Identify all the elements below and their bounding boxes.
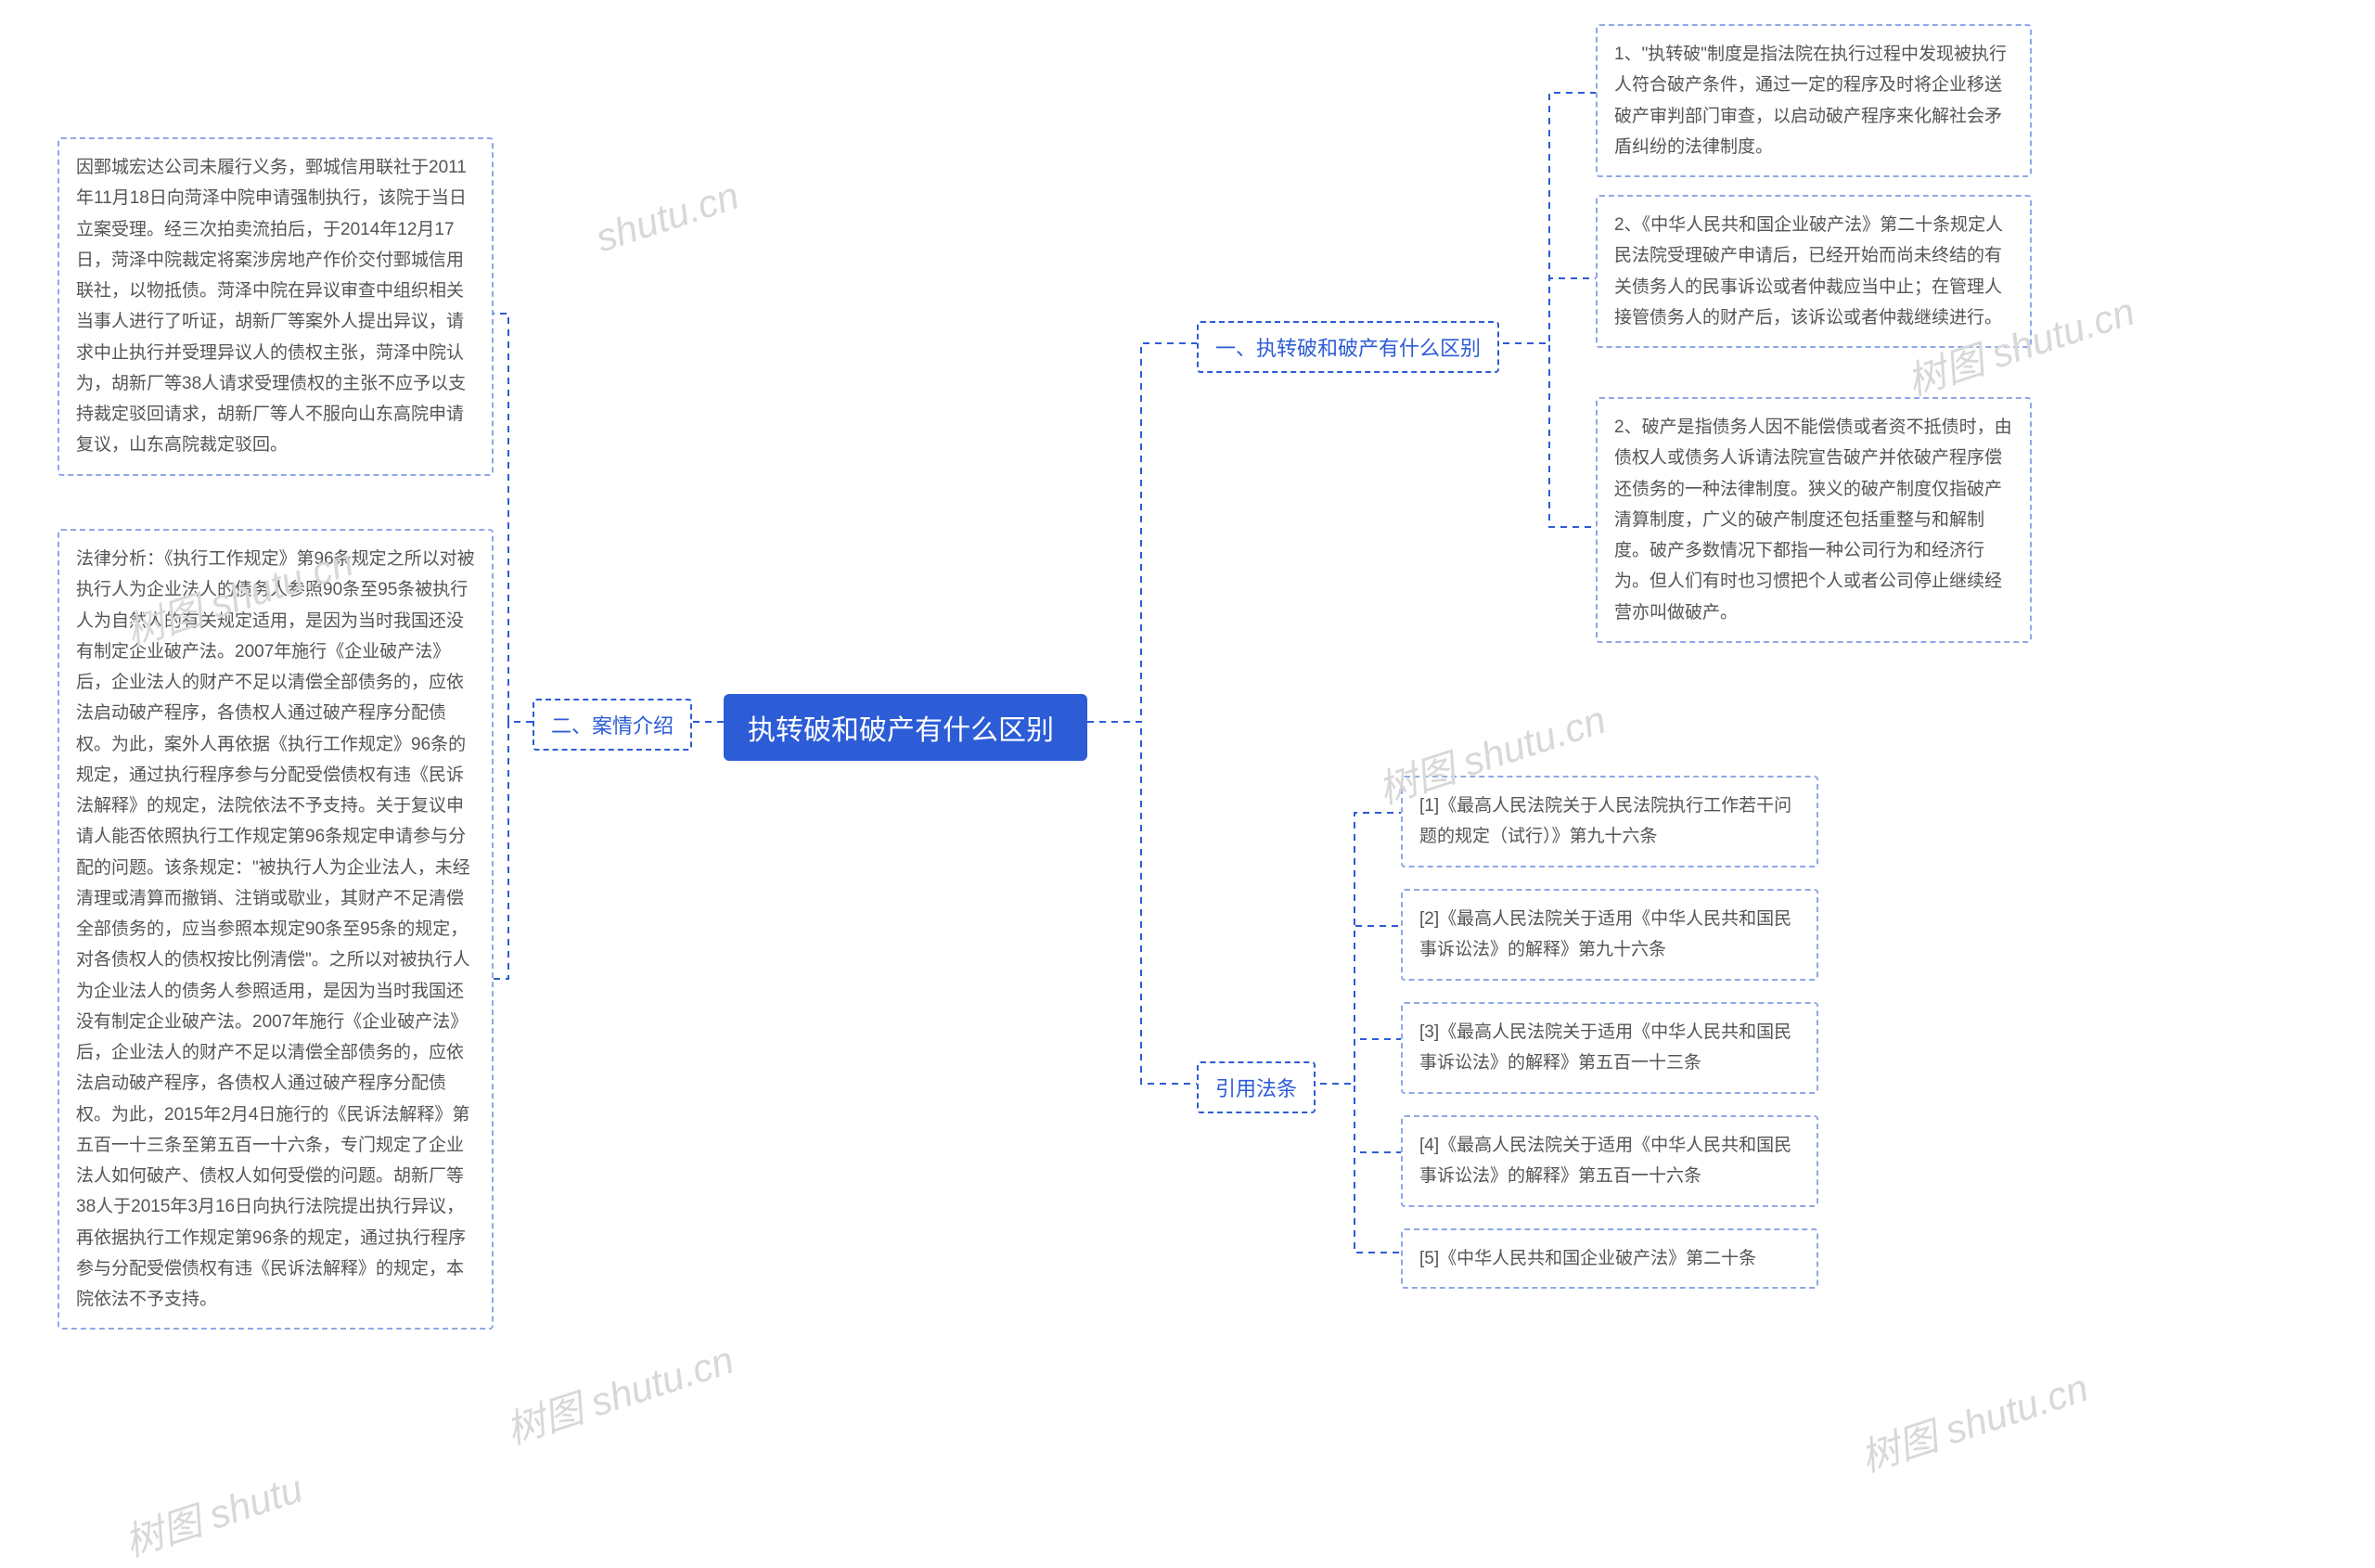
center-label: 执转破和破产有什么区别 xyxy=(748,715,1054,746)
leaf-l1: 1、"执转破"制度是指法院在执行过程中发现被执行人符合破产条件，通过一定的程序及… xyxy=(1596,24,2032,177)
branch-3: 二、案情介绍 xyxy=(533,699,692,751)
leaf-l6-text: [3]《最高人民法院关于适用《中华人民共和国民事诉讼法》的解释》第五百一十三条 xyxy=(1419,1022,1791,1073)
leaf-l2-text: 2、《中华人民共和国企业破产法》第二十条规定人民法院受理破产申请后，已经开始而尚… xyxy=(1614,215,2003,328)
leaf-l2: 2、《中华人民共和国企业破产法》第二十条规定人民法院受理破产申请后，已经开始而尚… xyxy=(1596,195,2032,348)
branch-1: 一、执转破和破产有什么区别 xyxy=(1197,321,1499,373)
branch-1-label: 一、执转破和破产有什么区别 xyxy=(1215,337,1481,360)
watermark-4: 树图 shutu.cn xyxy=(498,1329,740,1456)
leaf-l7: [4]《最高人民法院关于适用《中华人民共和国民事诉讼法》的解释》第五百一十六条 xyxy=(1401,1115,1818,1207)
watermark-6: 树图 shutu xyxy=(116,1458,309,1568)
branch-2: 引用法条 xyxy=(1197,1061,1316,1113)
leaf-l1-text: 1、"执转破"制度是指法院在执行过程中发现被执行人符合破产条件，通过一定的程序及… xyxy=(1614,45,2007,157)
leaf-l7-text: [4]《最高人民法院关于适用《中华人民共和国民事诉讼法》的解释》第五百一十六条 xyxy=(1419,1136,1791,1186)
leaf-l9: 因鄄城宏达公司未履行义务，鄄城信用联社于2011年11月18日向菏泽中院申请强制… xyxy=(58,137,494,476)
leaf-l3: 2、破产是指债务人因不能偿债或者资不抵债时，由债权人或债务人诉请法院宣告破产并依… xyxy=(1596,397,2032,643)
watermark-5: 树图 shutu.cn xyxy=(1853,1356,2095,1484)
leaf-l9-text: 因鄄城宏达公司未履行义务，鄄城信用联社于2011年11月18日向菏泽中院申请强制… xyxy=(76,158,467,455)
leaf-l10-text: 法律分析：《执行工作规定》第96条规定之所以对被执行人为企业法人的债务人参照90… xyxy=(76,549,475,1309)
leaf-l5-text: [2]《最高人民法院关于适用《中华人民共和国民事诉讼法》的解释》第九十六条 xyxy=(1419,909,1791,959)
branch-2-label: 引用法条 xyxy=(1215,1077,1297,1100)
leaf-l8: [5]《中华人民共和国企业破产法》第二十条 xyxy=(1401,1228,1818,1289)
leaf-l10: 法律分析：《执行工作规定》第96条规定之所以对被执行人为企业法人的债务人参照90… xyxy=(58,529,494,1330)
leaf-l8-text: [5]《中华人民共和国企业破产法》第二十条 xyxy=(1419,1249,1756,1268)
center-node: 执转破和破产有什么区别 xyxy=(724,694,1087,761)
leaf-l6: [3]《最高人民法院关于适用《中华人民共和国民事诉讼法》的解释》第五百一十三条 xyxy=(1401,1002,1818,1094)
branch-3-label: 二、案情介绍 xyxy=(551,714,674,738)
leaf-l5: [2]《最高人民法院关于适用《中华人民共和国民事诉讼法》的解释》第九十六条 xyxy=(1401,889,1818,981)
leaf-l4: [1]《最高人民法院关于人民法院执行工作若干问题的规定（试行）》第九十六条 xyxy=(1401,776,1818,868)
leaf-l4-text: [1]《最高人民法院关于人民法院执行工作若干问题的规定（试行）》第九十六条 xyxy=(1419,796,1791,846)
leaf-l3-text: 2、破产是指债务人因不能偿债或者资不抵债时，由债权人或债务人诉请法院宣告破产并依… xyxy=(1614,418,2012,623)
watermark-0: shutu.cn xyxy=(590,174,744,262)
